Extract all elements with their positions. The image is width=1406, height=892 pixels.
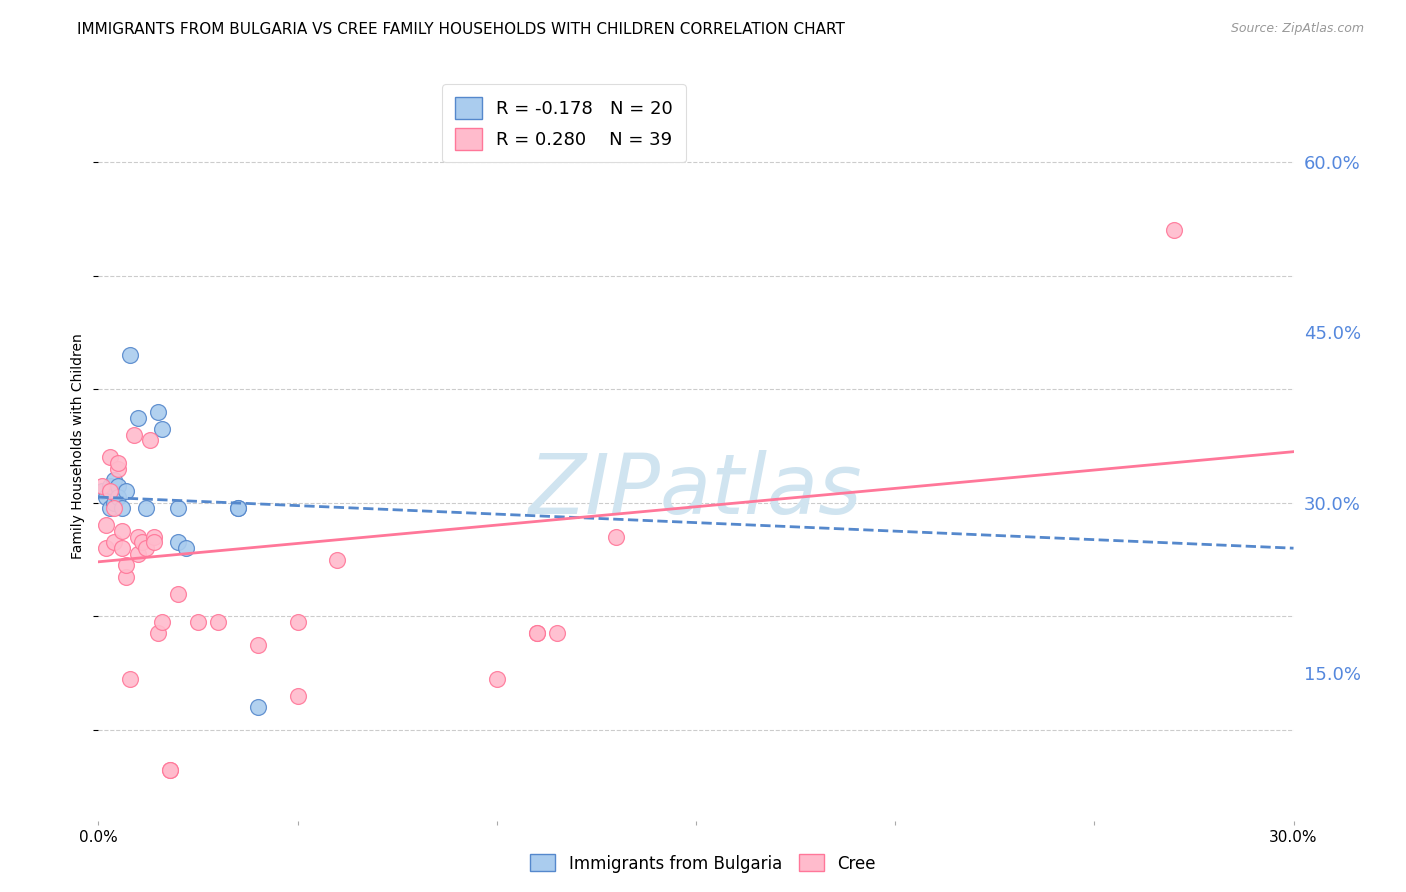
Point — [605, 530, 627, 544]
Point — [287, 689, 309, 703]
Point — [107, 456, 129, 470]
Point — [124, 427, 146, 442]
Y-axis label: Family Households with Children: Family Households with Children — [72, 333, 86, 559]
Point — [526, 626, 548, 640]
Point — [107, 479, 129, 493]
Point — [187, 615, 209, 629]
Point — [96, 541, 118, 556]
Point — [120, 672, 142, 686]
Point — [120, 348, 142, 362]
Point — [167, 501, 190, 516]
Point — [103, 473, 125, 487]
Legend: R = -0.178   N = 20, R = 0.280    N = 39: R = -0.178 N = 20, R = 0.280 N = 39 — [441, 84, 686, 162]
Point — [143, 530, 166, 544]
Point — [96, 518, 118, 533]
Point — [115, 569, 138, 583]
Text: ZIPatlas: ZIPatlas — [529, 450, 863, 532]
Point — [127, 547, 149, 561]
Point — [96, 490, 118, 504]
Point — [127, 530, 149, 544]
Text: IMMIGRANTS FROM BULGARIA VS CREE FAMILY HOUSEHOLDS WITH CHILDREN CORRELATION CHA: IMMIGRANTS FROM BULGARIA VS CREE FAMILY … — [77, 22, 845, 37]
Legend: Immigrants from Bulgaria, Cree: Immigrants from Bulgaria, Cree — [524, 847, 882, 880]
Point — [103, 535, 125, 549]
Point — [287, 615, 309, 629]
Point — [103, 501, 125, 516]
Point — [127, 410, 149, 425]
Point — [107, 461, 129, 475]
Point — [98, 450, 122, 465]
Point — [246, 638, 269, 652]
Point — [174, 541, 197, 556]
Point — [148, 626, 170, 640]
Point — [148, 405, 170, 419]
Point — [111, 541, 134, 556]
Point — [98, 479, 122, 493]
Point — [111, 501, 134, 516]
Point — [159, 763, 181, 777]
Point — [159, 763, 181, 777]
Point — [150, 422, 173, 436]
Point — [526, 626, 548, 640]
Point — [111, 524, 134, 538]
Point — [135, 501, 157, 516]
Point — [135, 541, 157, 556]
Point — [143, 535, 166, 549]
Point — [485, 672, 508, 686]
Point — [326, 552, 349, 566]
Point — [226, 501, 249, 516]
Point — [131, 535, 153, 549]
Point — [91, 479, 114, 493]
Point — [167, 535, 190, 549]
Point — [107, 490, 129, 504]
Point — [167, 586, 190, 600]
Point — [91, 484, 114, 499]
Point — [226, 501, 249, 516]
Point — [246, 700, 269, 714]
Text: Source: ZipAtlas.com: Source: ZipAtlas.com — [1230, 22, 1364, 36]
Point — [98, 501, 122, 516]
Point — [207, 615, 229, 629]
Point — [139, 434, 162, 448]
Point — [115, 484, 138, 499]
Point — [103, 496, 125, 510]
Point — [546, 626, 568, 640]
Point — [150, 615, 173, 629]
Point — [98, 484, 122, 499]
Point — [1163, 223, 1185, 237]
Point — [115, 558, 138, 573]
